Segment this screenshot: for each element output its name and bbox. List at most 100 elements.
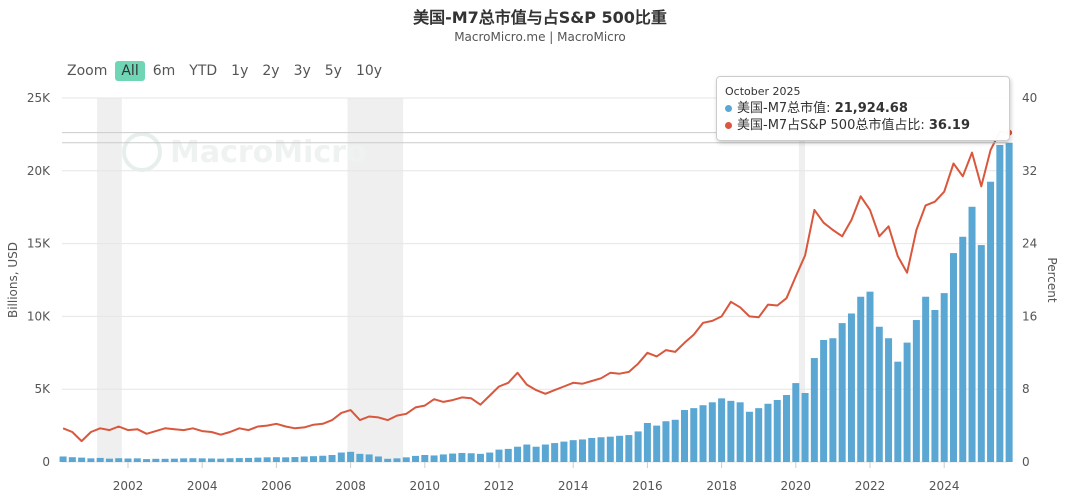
bar — [347, 451, 355, 462]
bar — [486, 452, 494, 462]
bar — [504, 448, 512, 462]
tooltip-value: 36.19 — [928, 118, 970, 133]
bar — [662, 421, 670, 462]
recession-bands — [97, 98, 806, 462]
y-left-tick-label: 5K — [34, 382, 51, 396]
bar — [727, 400, 735, 462]
y-left-tick-label: 15K — [27, 237, 51, 251]
tooltip-label: 美国-M7总市值: — [737, 101, 835, 116]
y-right-tick-label: 16 — [1022, 309, 1037, 323]
zoom-label: Zoom — [67, 63, 108, 79]
bar — [514, 446, 522, 462]
y-right-tick-label: 40 — [1022, 91, 1037, 105]
bar — [653, 425, 661, 462]
bar — [245, 457, 253, 462]
tooltip-label: 美国-M7占S&P 500总市值占比: — [737, 118, 929, 133]
x-tick-label: 2004 — [187, 479, 218, 493]
zoom-1y-button[interactable]: 1y — [231, 63, 249, 79]
bar — [912, 320, 920, 462]
zoom-all-button[interactable]: All — [115, 61, 145, 81]
bar — [495, 449, 503, 462]
x-tick-label: 2008 — [335, 479, 366, 493]
x-axis: 2002 2004 2006 2008 2010 2012 2014 2016 2018 2020… — [113, 462, 960, 493]
bar — [124, 458, 132, 462]
bar — [421, 455, 429, 462]
y-axis-right: 0 8 16 24 32 40 — [1022, 91, 1037, 469]
tooltip: October 2025 美国-M7总市值: 21,924.68 美国-M7占S… — [716, 76, 1010, 141]
bar-series — [59, 142, 1013, 462]
bar — [319, 455, 327, 462]
bar — [226, 458, 234, 462]
bar — [857, 296, 865, 462]
x-tick-label: 2006 — [261, 479, 292, 493]
zoom-bar: Zoom All 6m YTD 1y 2y 3y 5y 10y — [67, 61, 390, 81]
bar — [217, 458, 225, 462]
bar — [384, 458, 392, 462]
bar — [59, 456, 67, 462]
bar — [310, 456, 317, 462]
bar — [838, 323, 846, 462]
y-right-tick-label: 0 — [1022, 455, 1030, 469]
bar — [996, 145, 1004, 462]
bar — [263, 457, 271, 462]
bar — [977, 245, 985, 462]
bar — [847, 313, 855, 462]
tooltip-row-share: 美国-M7占S&P 500总市值占比: 36.19 — [725, 117, 1001, 134]
bar — [541, 444, 549, 462]
watermark-logo-icon — [122, 132, 162, 172]
bar — [792, 383, 800, 462]
bar — [412, 455, 420, 462]
chart-subtitle: MacroMicro.me | MacroMicro — [454, 30, 626, 44]
x-tick-label: 2010 — [410, 479, 441, 493]
y-axis-left: 0 5K 10K 15K 20K 25K — [27, 91, 51, 469]
bar — [207, 458, 215, 462]
x-tick-label: 2022 — [855, 479, 886, 493]
bar — [143, 459, 151, 462]
bar — [68, 457, 76, 462]
x-tick-label: 2020 — [781, 479, 812, 493]
x-tick-label: 2016 — [632, 479, 663, 493]
x-tick-label: 2012 — [484, 479, 515, 493]
bar — [616, 435, 624, 462]
y-right-tick-label: 32 — [1022, 164, 1037, 178]
bar — [875, 326, 883, 462]
zoom-6m-button[interactable]: 6m — [152, 63, 176, 79]
bar — [578, 439, 586, 462]
bar — [783, 395, 791, 462]
bar — [430, 455, 438, 462]
bar — [189, 458, 197, 462]
x-tick-label: 2024 — [929, 479, 960, 493]
bar — [560, 441, 568, 462]
zoom-3y-button[interactable]: 3y — [293, 63, 311, 79]
bar — [476, 453, 484, 462]
tooltip-date: October 2025 — [725, 85, 801, 98]
bar — [764, 403, 772, 462]
bar — [337, 452, 345, 462]
zoom-5y-button[interactable]: 5y — [324, 63, 342, 79]
bar — [606, 436, 614, 462]
chart-title: 美国-M7总市值与占S&P 500比重 — [413, 8, 667, 27]
bar — [291, 457, 299, 462]
y-right-title: Percent — [1045, 257, 1059, 302]
bar — [987, 181, 995, 462]
bar — [903, 342, 911, 462]
bar — [152, 458, 160, 462]
line-series-dot-icon — [725, 122, 732, 129]
y-left-tick-label: 20K — [27, 164, 51, 178]
bar — [922, 296, 930, 462]
y-left-tick-label: 25K — [27, 91, 51, 105]
bar — [467, 453, 475, 462]
bar — [402, 457, 410, 462]
bar — [105, 458, 113, 462]
bar — [718, 398, 726, 462]
bar — [885, 338, 893, 462]
zoom-ytd-button[interactable]: YTD — [189, 63, 218, 79]
zoom-10y-button[interactable]: 10y — [355, 63, 383, 79]
bar — [745, 411, 753, 462]
line-series — [62, 130, 1010, 443]
recession-band — [347, 98, 404, 462]
bar — [96, 457, 104, 462]
zoom-2y-button[interactable]: 2y — [262, 63, 280, 79]
bar — [949, 253, 957, 462]
